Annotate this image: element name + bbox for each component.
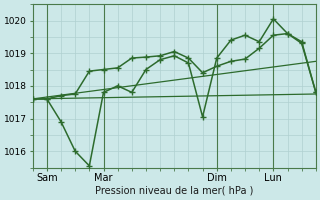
X-axis label: Pression niveau de la mer( hPa ): Pression niveau de la mer( hPa ) [95, 186, 253, 196]
